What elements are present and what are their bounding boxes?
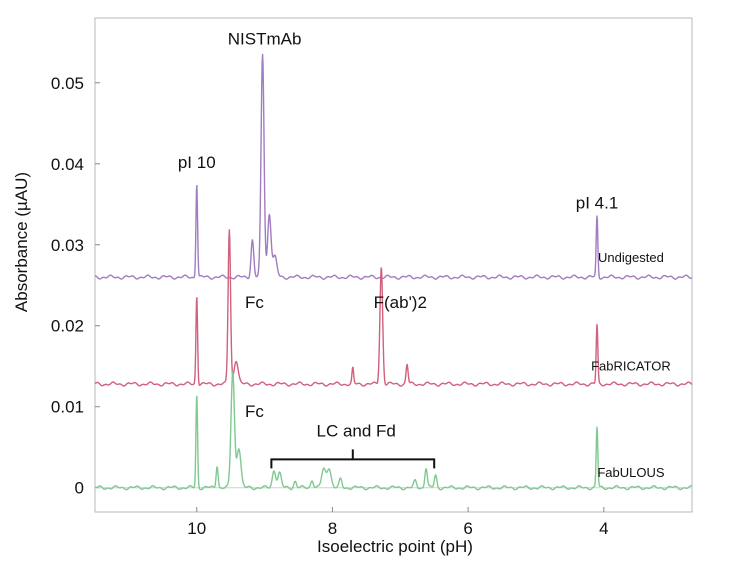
annotation-pi41: pI 4.1	[576, 193, 619, 212]
annotation-nistmab: NISTmAb	[228, 30, 302, 49]
series-label-fabulous: FabULOUS	[597, 465, 665, 480]
annotation-pi10: pI 10	[178, 153, 216, 172]
bracket-lc-fd	[271, 459, 434, 468]
y-tick-label: 0.01	[51, 398, 84, 417]
series-label-undigested: Undigested	[598, 250, 664, 265]
y-tick-label: 0.03	[51, 236, 84, 255]
annotation-fab2: F(ab')2	[374, 293, 427, 312]
x-tick-label: 6	[463, 519, 472, 538]
plot-area: 0 0.01 0.02 0.03 0.04 0.05 10 8 6 4 NISTmAb pI 10 pI…	[51, 18, 692, 538]
x-axis-label: Isoelectric point (pH)	[317, 537, 473, 556]
chart-figure: 0 0.01 0.02 0.03 0.04 0.05 10 8 6 4 NISTmAb pI 10 pI…	[0, 0, 750, 570]
y-axis-label: Absorbance (µAU)	[12, 172, 31, 312]
annotation-lc-fd: LC and Fd	[316, 422, 395, 441]
x-tick-label: 8	[328, 519, 337, 538]
series-label-fabricator: FabRICATOR	[591, 358, 671, 373]
y-tick-label: 0.05	[51, 74, 84, 93]
y-tick-label: 0.04	[51, 155, 84, 174]
y-tick-label: 0	[75, 479, 84, 498]
x-tick-label: 4	[599, 519, 608, 538]
annotation-fc-rica: Fc	[245, 293, 264, 312]
y-tick-label: 0.02	[51, 317, 84, 336]
x-tick-label: 10	[187, 519, 206, 538]
annotation-fc-ulous: Fc	[245, 402, 264, 421]
